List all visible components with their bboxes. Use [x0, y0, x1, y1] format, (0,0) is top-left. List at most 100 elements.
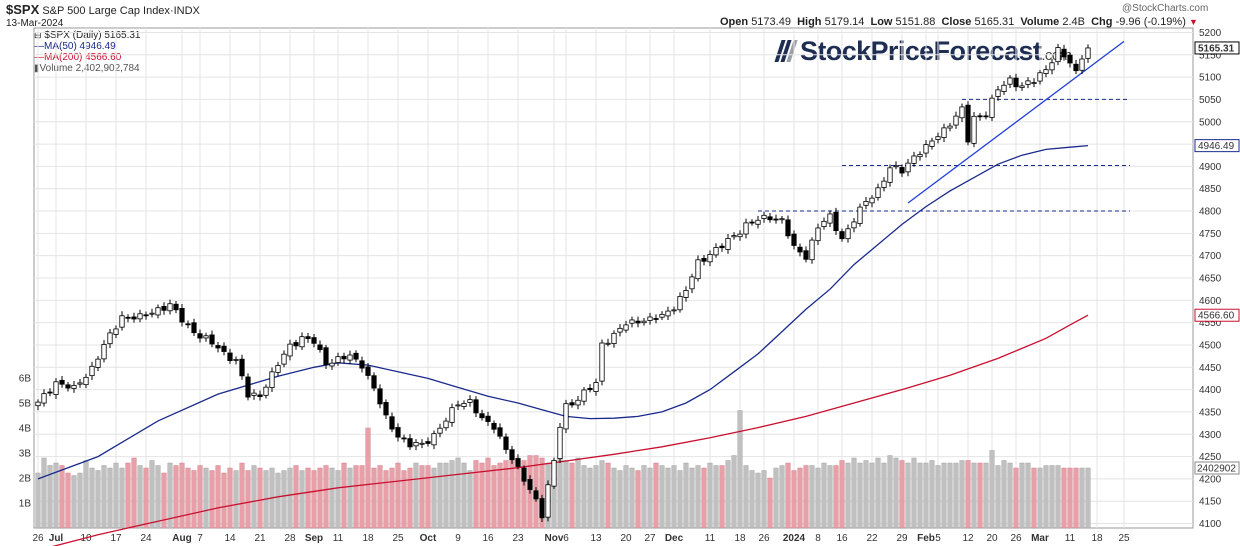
x-tick-label: Oct — [420, 533, 437, 544]
candle-body — [35, 401, 41, 407]
volume-bar — [761, 470, 767, 529]
candle-body — [653, 318, 659, 320]
volume-bar — [521, 460, 527, 529]
x-tick-label: 10 — [80, 533, 92, 544]
volume-bar — [113, 462, 119, 529]
volume-bar — [101, 465, 107, 529]
last-price-tag: 5165.31 — [1198, 43, 1235, 54]
x-tick-label: Mar — [1031, 533, 1049, 544]
candle-body — [65, 384, 71, 389]
volume-bar — [1079, 467, 1085, 529]
candle-body — [701, 258, 707, 262]
candle-body — [989, 97, 995, 118]
candle-body — [773, 218, 779, 221]
x-tick-label: 9 — [455, 533, 461, 544]
volume-bar — [359, 465, 365, 529]
volume-bar — [83, 460, 89, 529]
x-tick-label: 2024 — [783, 533, 806, 544]
candle-body — [173, 303, 179, 311]
volume-bar — [719, 465, 725, 529]
line-swatch-icon: — — [34, 52, 44, 63]
volume-bar — [371, 467, 377, 529]
legend-ma200: —MA(200) 4566.60 — [34, 52, 122, 63]
volume-bar — [923, 462, 929, 529]
price-tick-label: 5150 — [1199, 50, 1222, 61]
candle-body — [407, 438, 413, 448]
candle-body — [791, 233, 797, 246]
volume-bar — [941, 462, 947, 529]
candle-body — [983, 115, 989, 118]
volume-bar — [1031, 467, 1037, 529]
volume-bar — [299, 470, 305, 529]
candle-body — [557, 426, 563, 460]
x-tick-label: 20 — [986, 533, 998, 544]
x-tick-label: 11 — [705, 533, 716, 544]
candle-body — [563, 403, 569, 430]
volume-value: 2.4B — [1062, 16, 1085, 28]
candle-body — [1073, 63, 1079, 72]
candle-body — [191, 322, 197, 334]
x-tick-label: 22 — [866, 533, 878, 544]
candle-body — [293, 342, 299, 347]
candle-body — [1001, 84, 1007, 92]
volume-bar — [743, 465, 749, 529]
volume-bar — [191, 470, 197, 529]
ma200-line — [51, 314, 1089, 546]
candle-body — [689, 276, 695, 290]
candle-body — [503, 436, 509, 450]
volume-bar — [677, 470, 683, 529]
candle-body — [521, 467, 527, 482]
candle-body — [287, 343, 293, 357]
candle-body — [125, 316, 131, 319]
volume-bar — [1037, 467, 1043, 529]
volume-bar — [857, 462, 863, 529]
volume-bar — [311, 470, 317, 529]
volume-bar — [503, 460, 509, 529]
candle-body — [491, 422, 497, 430]
candle-body — [431, 433, 437, 446]
candle-body — [1085, 47, 1091, 59]
candle-body — [227, 352, 233, 362]
candle-body — [119, 315, 125, 328]
candle-body — [509, 449, 515, 461]
volume-bar — [1061, 467, 1067, 529]
volume-bar — [491, 465, 497, 529]
volume-bar — [413, 462, 419, 529]
candle-body — [95, 358, 101, 368]
volume-bar — [1085, 467, 1091, 529]
price-tick-label: 5000 — [1199, 117, 1222, 128]
volume-bar — [47, 465, 53, 529]
candle-body — [1049, 62, 1055, 71]
volume-bar — [653, 462, 659, 529]
volume-bar — [323, 465, 329, 529]
volume-bar — [275, 472, 281, 529]
open-value: 5173.49 — [751, 16, 791, 28]
candle-body — [809, 239, 815, 261]
volume-bar — [161, 472, 167, 529]
volume-bar — [599, 460, 605, 529]
price-tick-label: 4750 — [1199, 229, 1222, 240]
candle-body — [443, 420, 449, 429]
candle-body — [803, 250, 809, 260]
ma50-tag: 4946.49 — [1198, 141, 1235, 152]
candle-body — [821, 220, 827, 227]
price-tick-label: 4450 — [1199, 363, 1222, 374]
x-tick-label: 5 — [935, 533, 941, 544]
volume-bar — [977, 462, 983, 529]
candle-body — [719, 245, 725, 249]
candle-body — [311, 337, 317, 344]
volume-bar — [647, 467, 653, 529]
volume-bar — [281, 470, 287, 529]
x-tick-label: 25 — [392, 533, 404, 544]
candle-body — [749, 221, 755, 224]
price-tick-label: 4700 — [1199, 251, 1222, 262]
candle-body — [581, 389, 587, 402]
x-tick-label: 14 — [224, 533, 236, 544]
x-tick-label: 18 — [1091, 533, 1103, 544]
volume-bar — [233, 470, 239, 529]
volume-bar — [203, 467, 209, 529]
candle-body — [269, 371, 275, 388]
volume-bar — [131, 457, 137, 529]
volume-bar — [779, 465, 785, 529]
candle-body — [593, 382, 599, 392]
